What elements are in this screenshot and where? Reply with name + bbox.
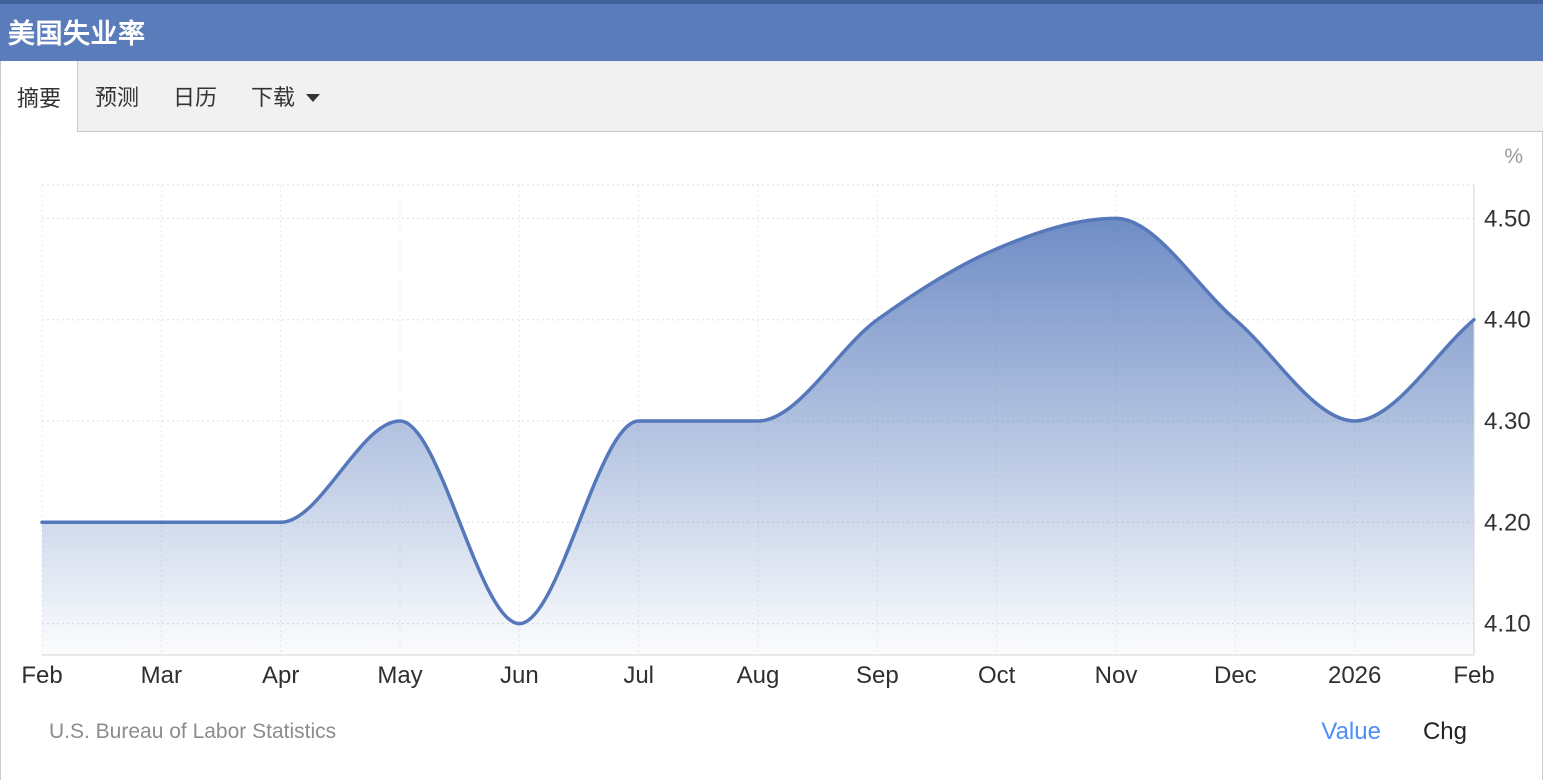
svg-text:4.10: 4.10 — [1484, 611, 1531, 638]
source-label: U.S. Bureau of Labor Statistics — [49, 720, 337, 743]
tab-summary[interactable]: 摘要 — [0, 61, 79, 132]
page-header: 美国失业率 — [0, 0, 1543, 61]
svg-text:May: May — [377, 662, 422, 689]
y-axis-labels: 4.10 4.20 4.30 4.40 4.50 — [1484, 205, 1531, 637]
tab-download[interactable]: 下载 — [234, 61, 337, 131]
svg-text:Aug: Aug — [737, 662, 780, 689]
svg-text:Nov: Nov — [1095, 662, 1138, 689]
page-title: 美国失业率 — [8, 19, 146, 49]
tab-summary-label: 摘要 — [17, 85, 62, 111]
svg-text:Oct: Oct — [978, 662, 1016, 689]
unemployment-rate-chart: 4.10 4.20 4.30 4.40 4.50% Feb Mar Apr May Jun Jul A… — [1, 132, 1542, 704]
svg-text:4.30: 4.30 — [1484, 408, 1531, 435]
area-series — [42, 218, 1474, 655]
x-axis-labels: Feb Mar Apr May Jun Jul Aug Sep Oct Nov Dec 2026 Feb — [21, 662, 1494, 689]
svg-text:Sep: Sep — [856, 662, 899, 689]
svg-text:4.20: 4.20 — [1484, 509, 1531, 536]
chart-footer: U.S. Bureau of Labor Statistics Value Ch… — [1, 712, 1542, 752]
svg-text:Feb: Feb — [21, 662, 62, 689]
svg-text:Jul: Jul — [623, 662, 654, 689]
chevron-down-icon — [306, 93, 321, 102]
tab-forecast[interactable]: 预测 — [78, 61, 156, 131]
chg-toggle[interactable]: Chg — [1422, 718, 1467, 745]
tab-calendar-label: 日历 — [173, 85, 218, 110]
summary-panel: 4.10 4.20 4.30 4.40 4.50% Feb Mar Apr May Jun Jul A… — [0, 132, 1543, 780]
svg-text:4.40: 4.40 — [1484, 307, 1531, 334]
tab-download-label: 下载 — [251, 85, 296, 110]
svg-text:Feb: Feb — [1453, 662, 1494, 689]
chart-canvas: 4.10 4.20 4.30 4.40 4.50% Feb Mar Apr May Jun Jul A… — [21, 145, 1531, 689]
tab-calendar[interactable]: 日历 — [156, 61, 234, 131]
svg-text:Dec: Dec — [1214, 662, 1257, 689]
line-series — [40, 216, 1476, 626]
svg-text:2026: 2026 — [1328, 662, 1381, 689]
svg-text:4.50: 4.50 — [1484, 205, 1531, 232]
value-toggle[interactable]: Value — [1321, 718, 1381, 745]
svg-text:Mar: Mar — [141, 662, 182, 689]
svg-text:Jun: Jun — [500, 662, 539, 689]
tab-bar: 摘要 预测 日历 下载 — [0, 61, 1543, 132]
unit-label: % — [1504, 145, 1523, 168]
series-toggles: Value Chg — [1321, 718, 1467, 746]
svg-text:Apr: Apr — [262, 662, 299, 689]
tab-forecast-label: 预测 — [95, 85, 140, 110]
